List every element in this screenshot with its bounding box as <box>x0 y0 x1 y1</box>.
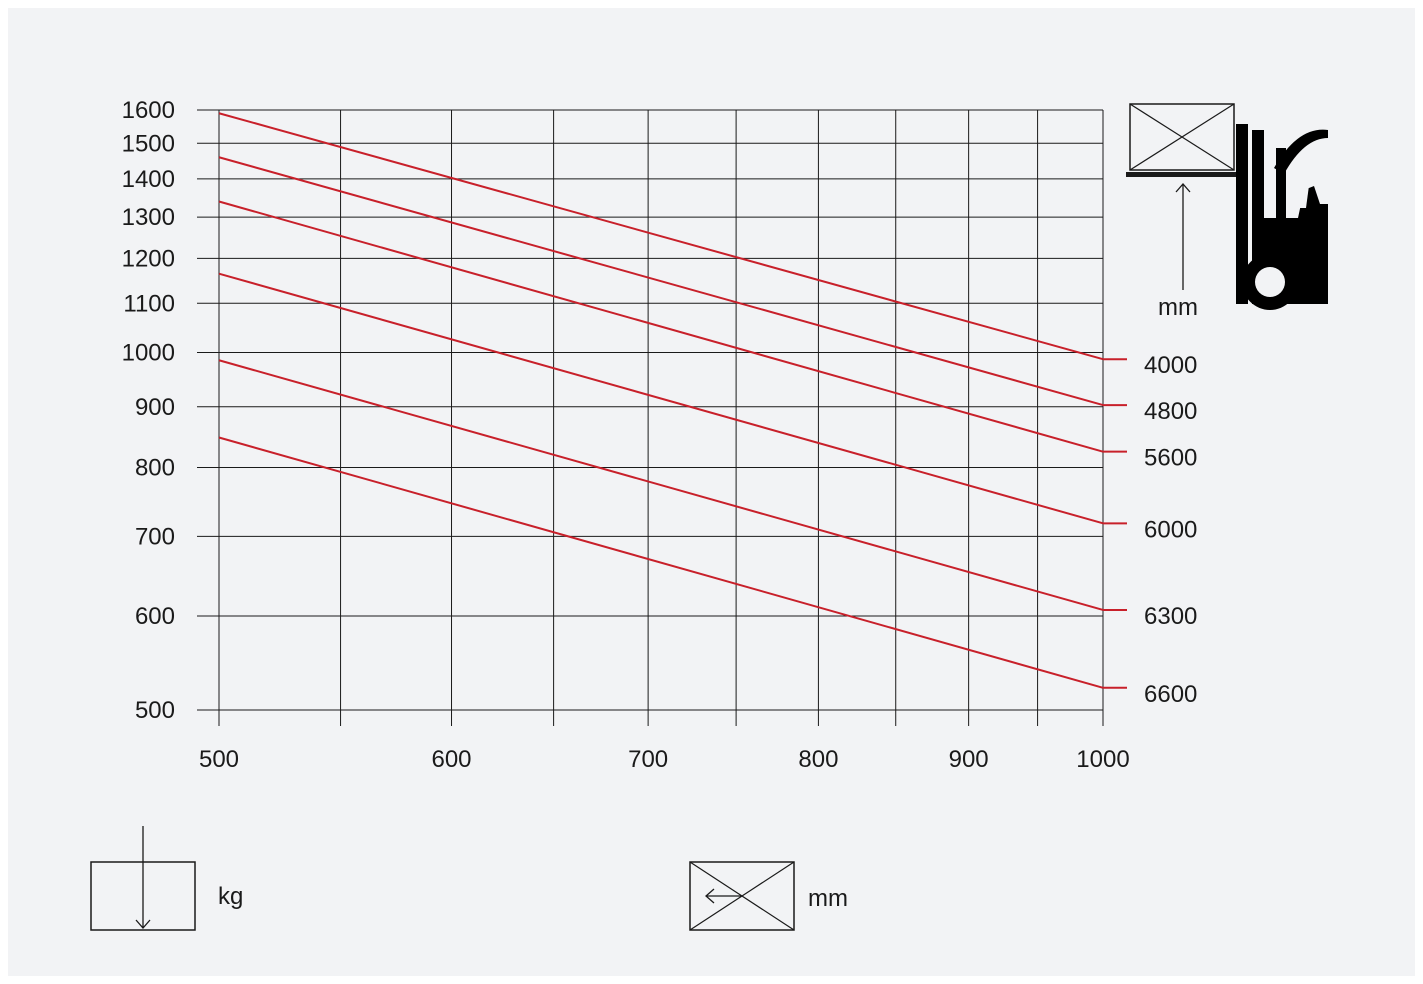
forklift-icon <box>1126 103 1328 310</box>
series-label-4800: 4800 <box>1144 398 1197 425</box>
series-label-5600: 5600 <box>1144 445 1197 472</box>
y-tick-label: 600 <box>135 603 175 630</box>
series-line-4000 <box>218 112 1104 361</box>
y-tick-label: 1300 <box>122 204 175 231</box>
series-label-6600: 6600 <box>1144 681 1197 708</box>
y-tick-label: 1500 <box>122 130 175 157</box>
x-tick-label: 700 <box>628 746 668 773</box>
series-lines <box>218 112 1127 689</box>
x-tick-label: 900 <box>949 746 989 773</box>
x-tick-label: 600 <box>431 746 471 773</box>
x-tick-label: 500 <box>199 746 239 773</box>
series-line-5600 <box>218 200 1104 453</box>
y-tick-label: 1400 <box>122 166 175 193</box>
y-unit-label: kg <box>218 883 243 910</box>
series-labels: 4000 4800 5600 6000 6300 6600 <box>1144 352 1197 708</box>
y-tick-label: 1600 <box>122 97 175 124</box>
y-tick-label: 1000 <box>122 339 175 366</box>
series-line-6300 <box>218 359 1104 611</box>
series-line-6000 <box>218 272 1104 525</box>
y-tick-label: 500 <box>135 697 175 724</box>
grid <box>197 109 1104 726</box>
y-tick-label: 700 <box>135 523 175 550</box>
series-label-4000: 4000 <box>1144 352 1197 379</box>
y-tick-label: 800 <box>135 455 175 482</box>
x-unit-label: mm <box>808 885 848 912</box>
series-label-6000: 6000 <box>1144 516 1197 543</box>
load-center-icon <box>689 861 795 931</box>
series-unit-label: mm <box>1158 294 1198 321</box>
y-tick-label: 1100 <box>123 290 175 317</box>
y-tick-label: 900 <box>135 394 175 421</box>
series-line-6600 <box>218 436 1104 689</box>
y-tick-labels: 500 600 700 800 900 1000 1100 1200 1300 1400 1500 1… <box>122 97 175 724</box>
x-tick-label: 800 <box>798 746 838 773</box>
series-line-4800 <box>218 156 1104 407</box>
series-label-6300: 6300 <box>1144 603 1197 630</box>
load-chart: 500 600 700 800 900 1000 1100 1200 1300 1400 1500 1… <box>90 97 1328 931</box>
x-tick-labels: 500 600 700 800 900 1000 <box>199 746 1130 773</box>
x-tick-label: 1000 <box>1076 746 1129 773</box>
load-weight-icon <box>90 826 196 931</box>
load-box-icon <box>1129 103 1235 171</box>
y-tick-label: 1200 <box>122 245 175 272</box>
chart-page: 500 600 700 800 900 1000 1100 1200 1300 1400 1500 1… <box>8 8 1415 976</box>
